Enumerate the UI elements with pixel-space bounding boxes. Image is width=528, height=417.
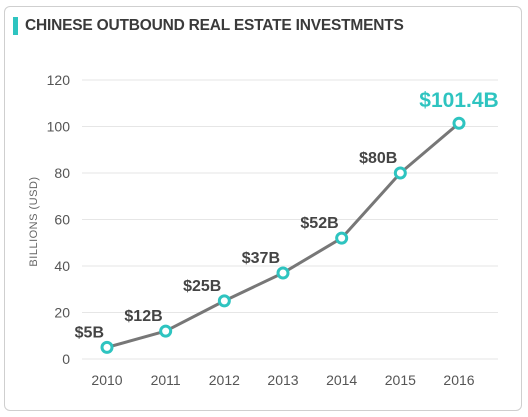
x-tick-label-2010: 2010: [91, 372, 122, 388]
data-label-2013: $37B: [242, 250, 280, 267]
data-label-2010: $5B: [75, 324, 104, 341]
data-label-2011: $12B: [124, 308, 162, 325]
x-tick-label-2016: 2016: [443, 372, 474, 388]
data-point-2013: [276, 266, 290, 280]
y-tick-label-40: 40: [54, 258, 70, 274]
data-point-2012: [217, 294, 231, 308]
chart-title: CHINESE OUTBOUND REAL ESTATE INVESTMENTS: [25, 17, 404, 34]
data-point-2015: [393, 166, 407, 180]
title-accent-bar: [13, 17, 18, 35]
x-tick-label-2013: 2013: [267, 372, 298, 388]
x-tick-label-2014: 2014: [326, 372, 357, 388]
chart-card: [4, 6, 522, 411]
data-labels: $5B $12B $25B $37B $52B $80B $101.4B: [75, 89, 499, 341]
data-point-2011: [159, 324, 173, 338]
chart-header: CHINESE OUTBOUND REAL ESTATE INVESTMENTS: [13, 17, 404, 35]
gridlines: [82, 79, 498, 360]
x-tick-label-2011: 2011: [151, 372, 181, 388]
data-point-2014: [335, 231, 349, 245]
data-points: [100, 116, 466, 354]
data-point-2016: [452, 116, 466, 130]
data-point-2010: [100, 340, 114, 354]
data-label-2014: $52B: [300, 215, 338, 232]
data-label-2016: $101.4B: [419, 89, 498, 112]
y-tick-label-60: 60: [54, 212, 70, 228]
y-tick-label-0: 0: [62, 351, 70, 367]
x-tick-label-2015: 2015: [385, 372, 416, 388]
y-axis-ticks: 0 20 40 60 80 100 120: [47, 72, 71, 367]
x-tick-label-2012: 2012: [209, 372, 240, 388]
y-tick-label-80: 80: [54, 165, 70, 181]
y-tick-label-120: 120: [47, 72, 71, 88]
data-label-2012: $25B: [183, 278, 221, 295]
x-axis-ticks: 2010 2011 2012 2013 2014 2015 2016: [91, 372, 474, 388]
y-tick-label-100: 100: [47, 119, 71, 135]
data-label-2015: $80B: [359, 150, 397, 167]
y-axis-label: BILLIONS (USD): [28, 176, 40, 266]
y-tick-label-20: 20: [54, 305, 70, 321]
